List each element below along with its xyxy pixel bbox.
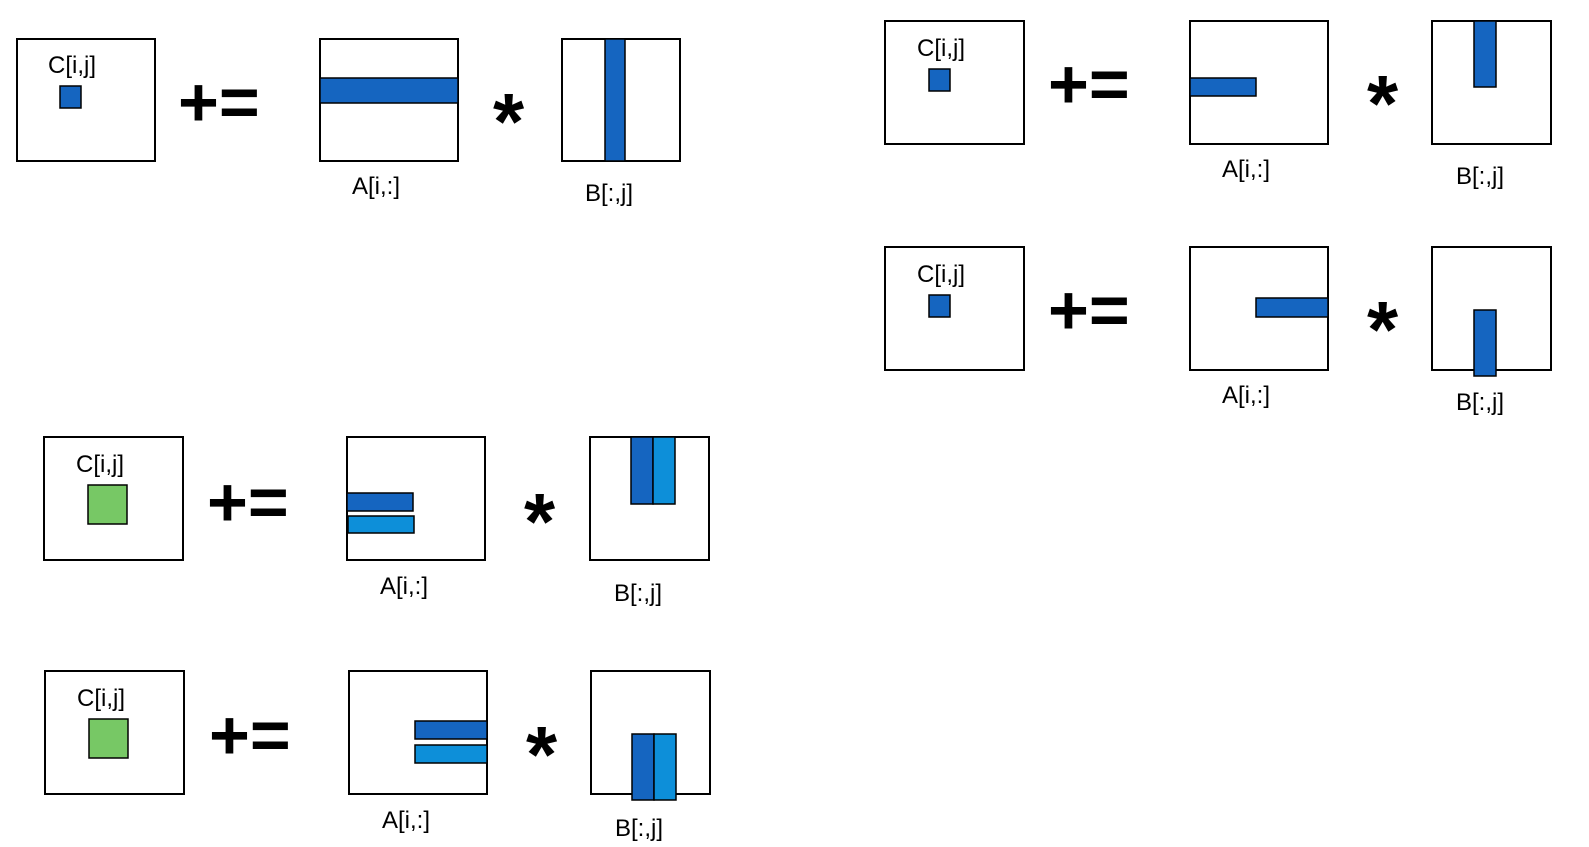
- b-column-segment-block: [1473, 309, 1497, 377]
- c-element-block: [59, 85, 82, 109]
- plus-equals-operator: +=: [207, 463, 289, 541]
- a-label: A[i,:]: [380, 573, 428, 600]
- b-column-block: [604, 38, 626, 162]
- plus-equals-operator: +=: [1048, 271, 1130, 349]
- multiply-operator: *: [1367, 59, 1399, 148]
- a-row-segment-block-1: [346, 492, 414, 512]
- c-matrix-box: [884, 20, 1025, 145]
- c-label: C[i,j]: [76, 451, 124, 478]
- a-label: A[i,:]: [1222, 156, 1270, 183]
- b-column-segment-block: [1473, 20, 1497, 88]
- multiply-operator: *: [1367, 285, 1399, 374]
- a-row-segment-block-2: [414, 744, 488, 764]
- b-label: B[:,j]: [1456, 389, 1504, 416]
- multiply-operator: *: [526, 710, 558, 799]
- c-label: C[i,j]: [77, 685, 125, 712]
- a-label: A[i,:]: [1222, 382, 1270, 409]
- b-column-segment-block-2: [652, 436, 676, 505]
- c-tile-block: [87, 484, 128, 525]
- c-label: C[i,j]: [917, 261, 965, 288]
- c-matrix-box: [16, 38, 156, 162]
- panel-blocked-second-half: C[i,j] += A[i,:] * B[:,j]: [44, 670, 711, 842]
- b-label: B[:,j]: [585, 180, 633, 207]
- multiply-operator: *: [493, 77, 525, 166]
- plus-equals-operator: +=: [178, 63, 260, 141]
- b-column-segment-block-2: [653, 733, 677, 801]
- multiply-operator: *: [524, 477, 556, 566]
- panel-full-row-col: C[i,j] += A[i,:] * B[:,j]: [16, 38, 681, 207]
- a-label: A[i,:]: [382, 807, 430, 834]
- c-element-block: [928, 294, 951, 318]
- c-element-block: [928, 68, 951, 92]
- c-label: C[i,j]: [917, 35, 965, 62]
- b-label: B[:,j]: [615, 815, 663, 842]
- a-row-segment-block-2: [347, 515, 415, 534]
- plus-equals-operator: +=: [1048, 45, 1130, 123]
- a-row-segment-block: [1189, 77, 1257, 97]
- a-row-segment-block: [1255, 297, 1329, 318]
- a-row-block: [319, 77, 459, 104]
- a-row-segment-block-1: [414, 720, 488, 740]
- c-label: C[i,j]: [48, 52, 96, 79]
- panel-blocked-first-half: C[i,j] += A[i,:] * B[:,j]: [43, 436, 710, 607]
- plus-equals-operator: +=: [209, 696, 291, 774]
- c-matrix-box: [884, 246, 1025, 371]
- b-label: B[:,j]: [1456, 163, 1504, 190]
- b-column-segment-block-1: [630, 436, 654, 505]
- b-label: B[:,j]: [614, 580, 662, 607]
- panel-partial-first-half: C[i,j] += A[i,:] * B[:,j]: [884, 20, 1552, 190]
- a-label: A[i,:]: [352, 173, 400, 200]
- panel-partial-second-half: C[i,j] += A[i,:] * B[:,j]: [884, 246, 1552, 416]
- b-column-segment-block-1: [631, 733, 655, 801]
- c-tile-block: [88, 718, 129, 759]
